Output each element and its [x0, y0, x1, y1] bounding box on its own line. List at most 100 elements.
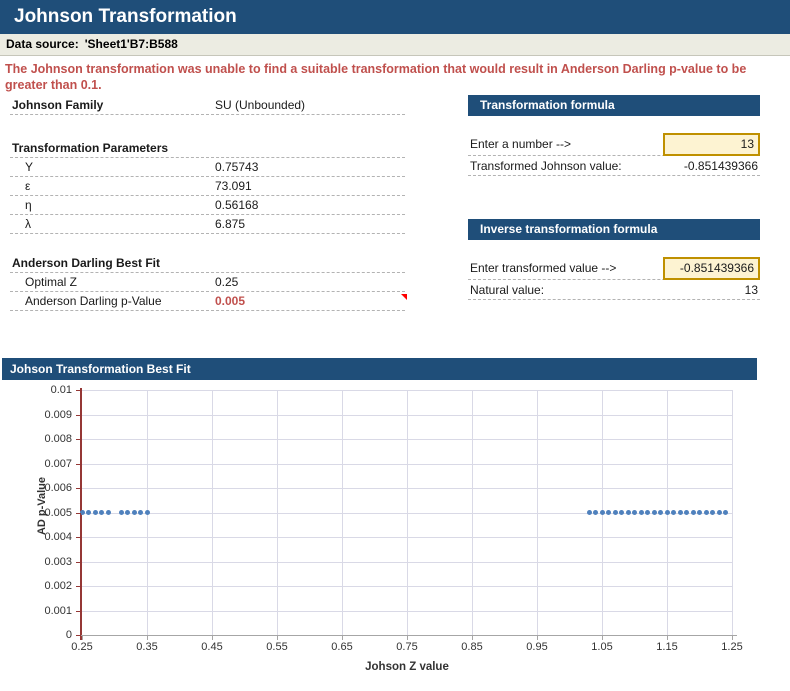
y-axis-title: AD p-Value: [36, 456, 48, 556]
natural-value-row: Natural value: 13: [468, 280, 760, 300]
data-point: [671, 510, 676, 515]
warning-message: The Johnson transformation was unable to…: [5, 61, 787, 93]
data-point: [658, 510, 663, 515]
x-tick-label: 0.45: [192, 641, 232, 653]
y-tick: [76, 415, 81, 416]
datasource-value: 'Sheet1'B7:B588: [85, 37, 178, 51]
x-tick: [82, 636, 83, 640]
v-gridline: [537, 390, 538, 635]
y-tick-label: 0.008: [38, 433, 72, 445]
plot-area: [82, 390, 732, 635]
ad-header: Anderson Darling Best Fit: [12, 254, 160, 273]
v-gridline: [407, 390, 408, 635]
number-input[interactable]: 13: [663, 133, 760, 156]
y-tick-label: 0.009: [38, 409, 72, 421]
data-point: [710, 510, 715, 515]
transformed-value-label: Transformed Johnson value:: [470, 156, 622, 176]
x-tick-label: 0.25: [62, 641, 102, 653]
x-tick: [212, 636, 213, 640]
param-symbol: λ: [25, 215, 31, 234]
param-row-gamma: Υ 0.75743: [10, 158, 405, 177]
enter-transformed-row: Enter transformed value --> -0.851439366: [468, 257, 760, 280]
param-row-lambda: λ 6.875: [10, 215, 405, 234]
x-tick: [667, 636, 668, 640]
data-point: [613, 510, 618, 515]
data-point: [665, 510, 670, 515]
data-point: [587, 510, 592, 515]
y-tick: [76, 464, 81, 465]
data-point: [652, 510, 657, 515]
optimal-z-label: Optimal Z: [25, 273, 77, 292]
transform-formula-header: Transformation formula: [468, 95, 760, 116]
x-tick-label: 0.35: [127, 641, 167, 653]
y-tick: [76, 611, 81, 612]
y-tick: [76, 586, 81, 587]
transformed-value: -0.851439366: [684, 156, 758, 176]
x-tick-label: 1.05: [582, 641, 622, 653]
x-tick: [472, 636, 473, 640]
v-gridline: [342, 390, 343, 635]
data-point: [723, 510, 728, 515]
x-tick-label: 1.15: [647, 641, 687, 653]
data-point: [626, 510, 631, 515]
datasource-bar: Data source: 'Sheet1'B7:B588: [0, 34, 790, 56]
y-tick: [76, 562, 81, 563]
data-point: [593, 510, 598, 515]
data-point: [704, 510, 709, 515]
data-point: [119, 510, 124, 515]
y-tick-label: 0.003: [38, 556, 72, 568]
data-point: [684, 510, 689, 515]
x-axis-title: Johson Z value: [82, 661, 732, 673]
params-header-row: Transformation Parameters: [10, 139, 405, 158]
johnson-family-label: Johnson Family: [12, 96, 103, 115]
data-point: [86, 510, 91, 515]
summary-table: Johnson Family SU (Unbounded) Transforma…: [10, 96, 405, 311]
data-point: [145, 510, 150, 515]
data-point: [106, 510, 111, 515]
params-header: Transformation Parameters: [12, 139, 168, 158]
x-tick: [537, 636, 538, 640]
datasource-label: Data source:: [6, 37, 79, 51]
x-tick: [342, 636, 343, 640]
data-point: [93, 510, 98, 515]
param-value: 0.75743: [215, 158, 258, 177]
data-point: [691, 510, 696, 515]
param-symbol: Υ: [25, 158, 33, 177]
ad-header-row: Anderson Darling Best Fit: [10, 254, 405, 273]
x-tick: [602, 636, 603, 640]
param-symbol: η: [25, 196, 32, 215]
pvalue-row: Anderson Darling p-Value 0.005: [10, 292, 405, 311]
y-tick: [76, 439, 81, 440]
johnson-family-value: SU (Unbounded): [215, 96, 305, 115]
comment-indicator-icon[interactable]: [401, 294, 407, 300]
spacer: [468, 176, 760, 219]
transformed-value-row: Transformed Johnson value: -0.851439366: [468, 156, 760, 176]
optimal-z-value: 0.25: [215, 273, 238, 292]
page-title: Johnson Transformation: [0, 0, 790, 34]
data-point: [639, 510, 644, 515]
y-tick: [76, 488, 81, 489]
spacer: [468, 240, 760, 257]
param-value: 6.875: [215, 215, 245, 234]
y-tick-label: 0: [38, 629, 72, 641]
param-symbol: ε: [25, 177, 30, 196]
transformed-input[interactable]: -0.851439366: [663, 257, 760, 280]
x-tick: [147, 636, 148, 640]
spacer: [10, 115, 405, 139]
data-point: [645, 510, 650, 515]
data-point: [606, 510, 611, 515]
x-tick: [277, 636, 278, 640]
data-point: [678, 510, 683, 515]
y-tick-label: 0.001: [38, 605, 72, 617]
data-point: [600, 510, 605, 515]
data-point: [99, 510, 104, 515]
data-point: [697, 510, 702, 515]
param-row-epsilon: ε 73.091: [10, 177, 405, 196]
spacer: [468, 116, 760, 133]
data-point: [717, 510, 722, 515]
optimal-z-row: Optimal Z 0.25: [10, 273, 405, 292]
spacer: [10, 234, 405, 254]
x-tick: [732, 636, 733, 640]
x-tick: [407, 636, 408, 640]
v-gridline: [472, 390, 473, 635]
